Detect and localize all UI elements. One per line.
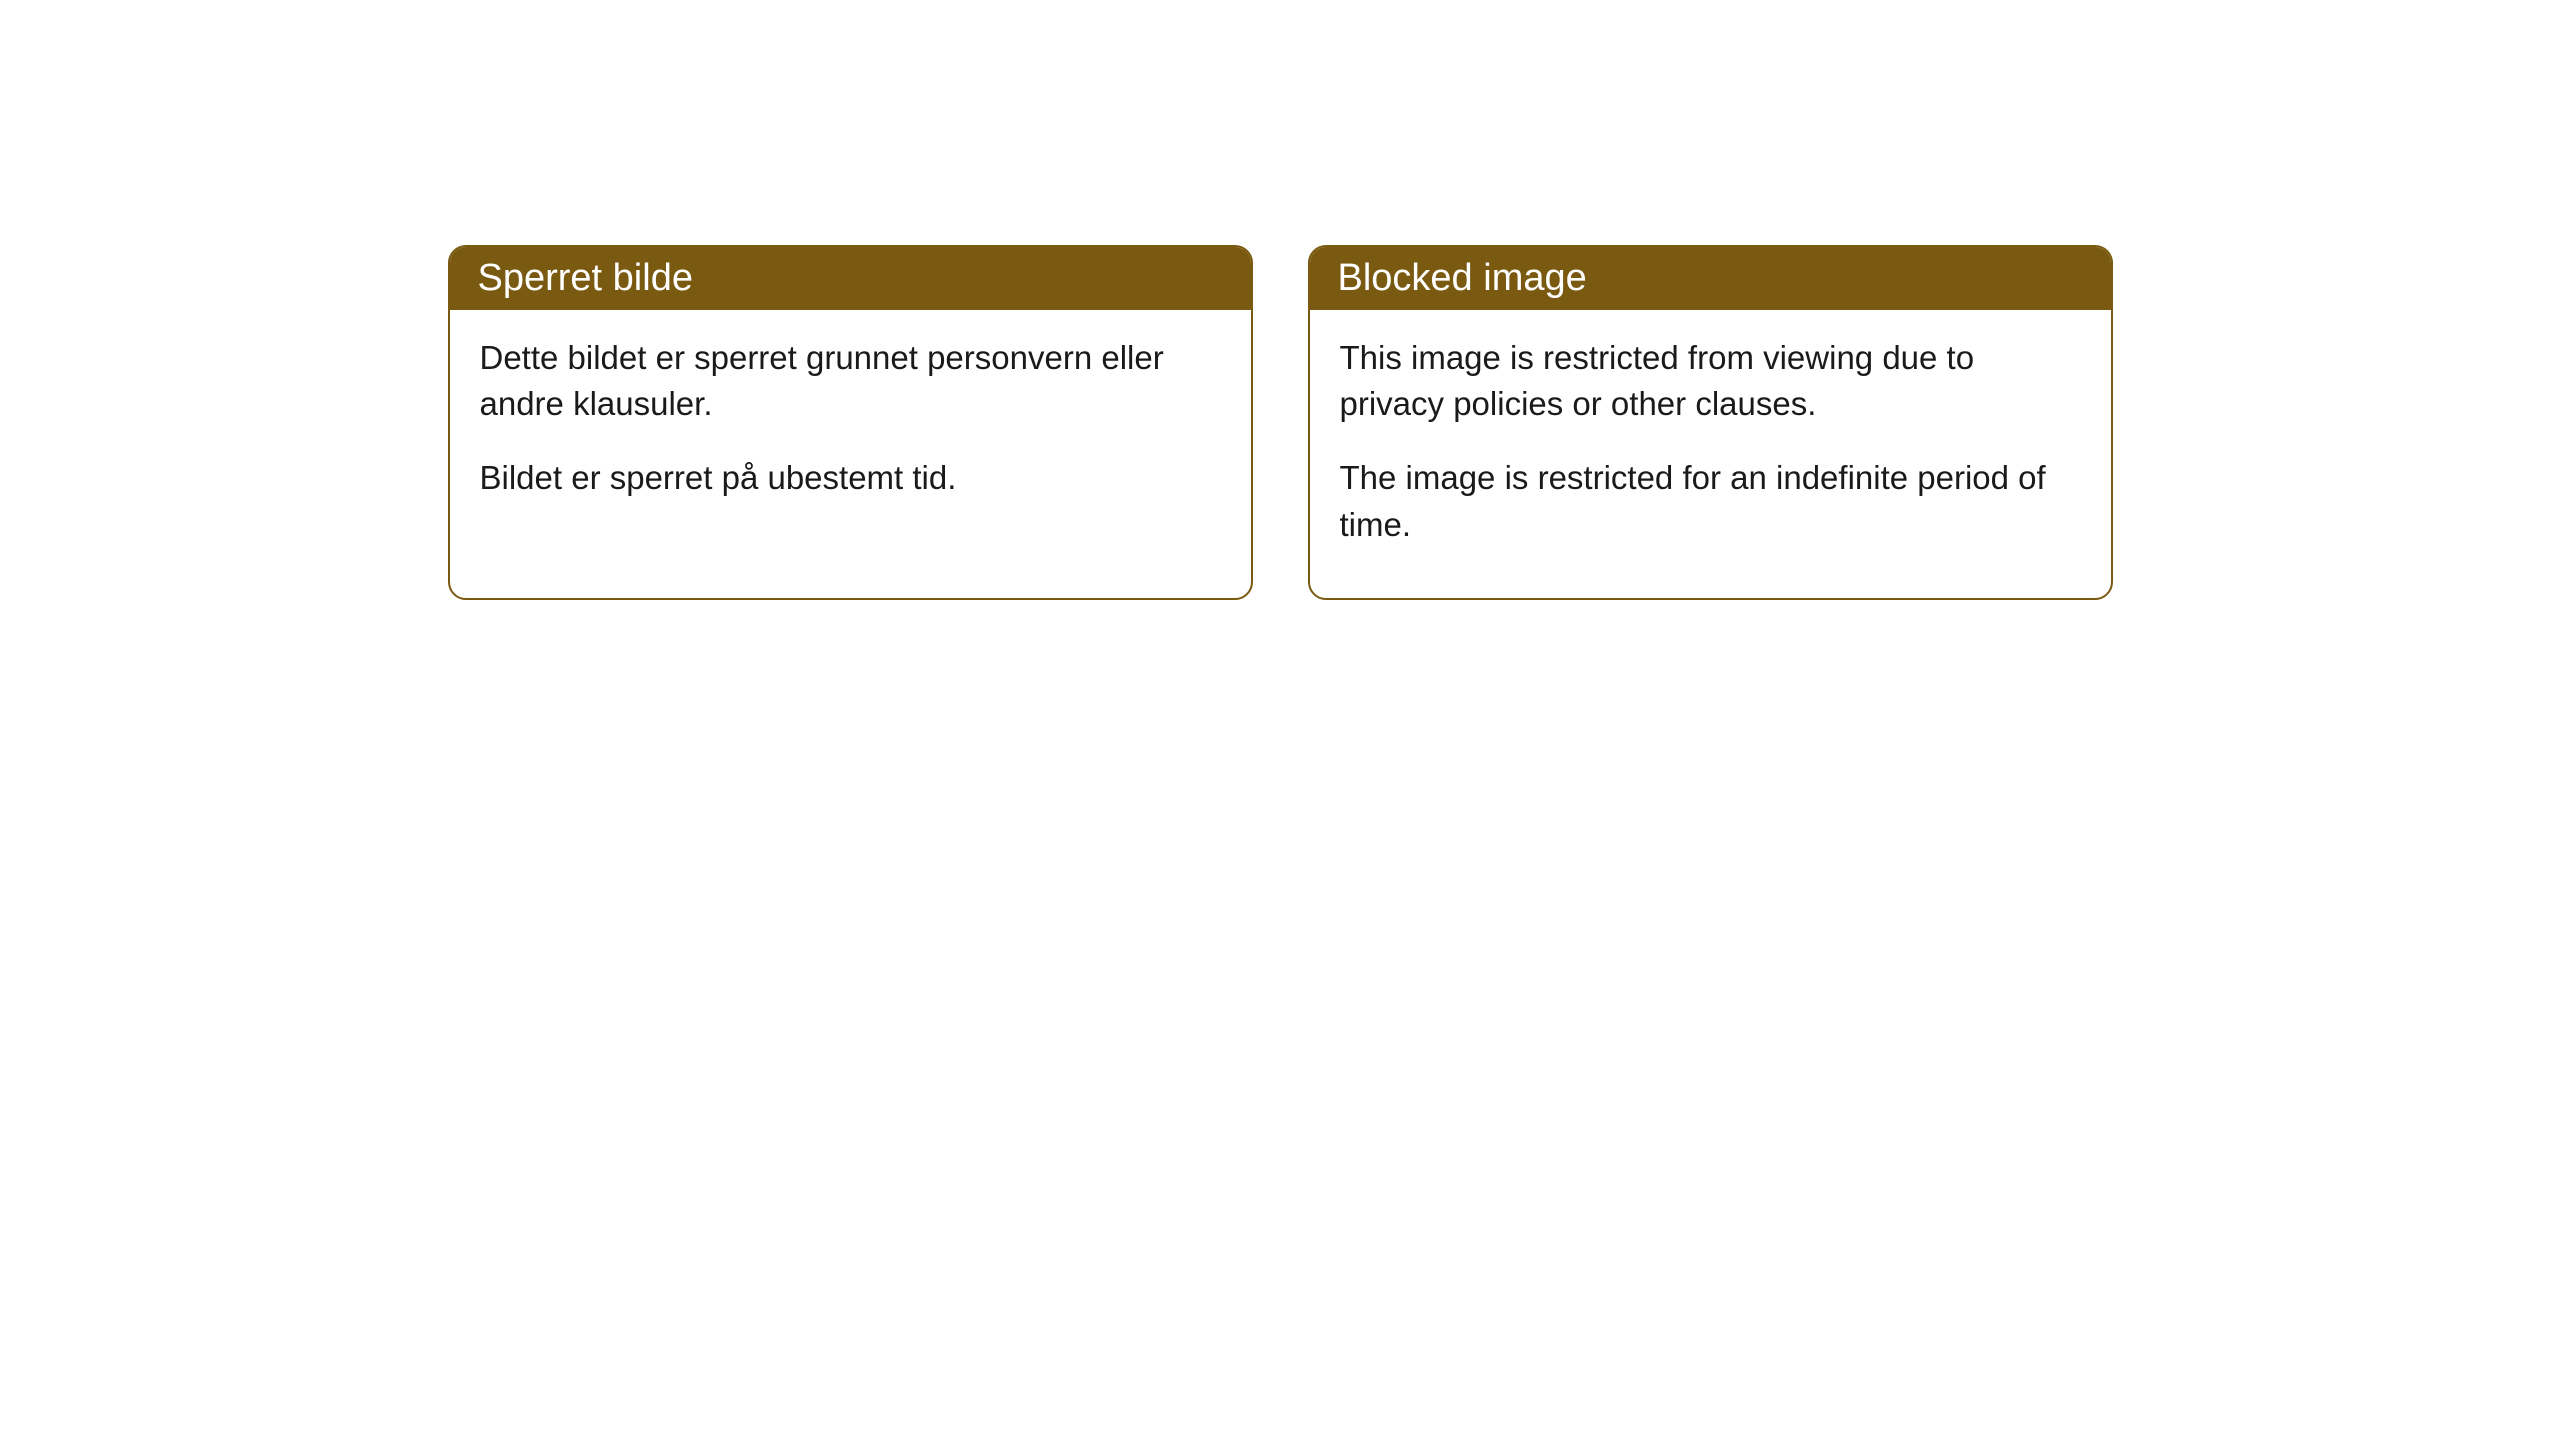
card-header-norwegian: Sperret bilde xyxy=(450,247,1251,310)
card-title-norwegian: Sperret bilde xyxy=(478,257,693,299)
card-title-english: Blocked image xyxy=(1338,257,1587,299)
cards-container: Sperret bilde Dette bildet er sperret gr… xyxy=(448,245,2113,600)
card-header-english: Blocked image xyxy=(1310,247,2111,310)
card-body-norwegian: Dette bildet er sperret grunnet personve… xyxy=(450,310,1251,552)
card-paragraph-2-english: The image is restricted for an indefinit… xyxy=(1340,455,2081,547)
card-paragraph-1-norwegian: Dette bildet er sperret grunnet personve… xyxy=(480,335,1221,427)
card-norwegian: Sperret bilde Dette bildet er sperret gr… xyxy=(448,245,1253,600)
card-paragraph-1-english: This image is restricted from viewing du… xyxy=(1340,335,2081,427)
card-english: Blocked image This image is restricted f… xyxy=(1308,245,2113,600)
card-paragraph-2-norwegian: Bildet er sperret på ubestemt tid. xyxy=(480,455,1221,501)
card-body-english: This image is restricted from viewing du… xyxy=(1310,310,2111,598)
